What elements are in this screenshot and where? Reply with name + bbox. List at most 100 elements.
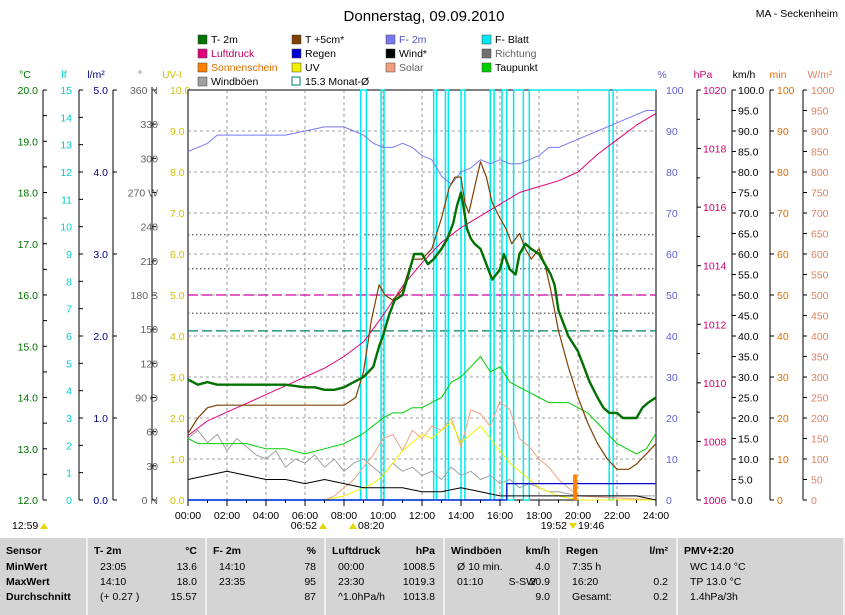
direction-axis-tick-label: 270 W [128, 188, 158, 200]
legend-label: F- Blatt [495, 34, 529, 46]
time-axis-tick-label: 22:00 [604, 510, 630, 522]
temp-axis-tick-label: 15.0 [18, 341, 39, 353]
sunshine-axis-tick-label: 0 [777, 495, 783, 507]
temp-axis-tick-label: 12.0 [18, 495, 39, 507]
stats-column-regen: Regen l/m² 7:35 h 16:20 0.2 Gesamt: 0.2 [560, 538, 678, 615]
solar-axis-tick-label: 100 [811, 454, 829, 466]
humidity-axis-tick-label: 10 [666, 454, 678, 466]
solar-axis-tick-label: 650 [811, 229, 829, 241]
legend-label: Regen [305, 48, 336, 60]
solar-axis-tick-label: 950 [811, 106, 829, 118]
stats-header: Luftdruck hPa [326, 544, 443, 559]
wind-axis-tick-label: 60.0 [738, 249, 759, 261]
stats-header-name: Regen [566, 545, 599, 557]
direction-axis-tick-label: 120 [140, 358, 158, 370]
stats-cell: 78 [304, 561, 316, 573]
stats-header-unit: % [306, 545, 316, 557]
stats-header-name: Sensor [6, 545, 42, 557]
sunshine-axis-tick-label: 90 [777, 126, 789, 138]
sunrise-time-a: 06:52 [291, 520, 317, 532]
sunrise-b-icon [349, 523, 357, 529]
stats-header-name: Luftdruck [332, 545, 381, 557]
time-axis-tick-label: 04:00 [253, 510, 279, 522]
humidity-axis-tick-label: 30 [666, 372, 678, 384]
sun-left-icon [40, 523, 48, 529]
stats-cell: Ø 10 min. [457, 561, 503, 573]
stats-header-unit: °C [185, 545, 197, 557]
wind-axis-tick-label: 95.0 [738, 106, 759, 118]
series-line-regen [188, 483, 656, 501]
sunshine-axis-tick-label: 40 [777, 331, 789, 343]
sunshine-axis-tick-label: 80 [777, 167, 789, 179]
stats-row: MaxWert [0, 575, 86, 590]
pressure-axis-tick-label: 1020 [703, 85, 727, 97]
humidity-axis-unit: % [657, 69, 666, 81]
leafwet-axis-unit: lf [61, 69, 66, 81]
stats-header-name: Windböen [451, 545, 502, 557]
wind-axis-tick-label: 50.0 [738, 290, 759, 302]
stats-cell: 23:05 [100, 561, 127, 573]
solar-axis-tick-label: 400 [811, 331, 829, 343]
chart-title: Donnerstag, 09.09.2010 [344, 8, 505, 25]
legend-label: Taupunkt [495, 62, 538, 74]
legend-label: T +5cm* [305, 34, 344, 46]
stats-cell: 1.4hPa/3h [690, 591, 738, 603]
series-line-wind [187, 470, 657, 501]
solar-axis-tick-label: 450 [811, 311, 829, 323]
temp-axis-tick-label: 16.0 [18, 290, 39, 302]
stats-cell: MaxWert [6, 576, 50, 588]
leafwet-axis-tick-label: 2 [66, 440, 72, 452]
stats-cell: (+ 0.27 ) [100, 591, 140, 603]
direction-axis-tick-label: 60 [146, 427, 158, 439]
stats-cell: 7:35 h [572, 561, 602, 573]
pressure-axis-tick-label: 1018 [703, 144, 727, 156]
temp-axis-tick-label: 18.0 [18, 188, 39, 200]
leafwet-axis-tick-label: 7 [66, 304, 72, 316]
stats-header-name: F- 2m [213, 545, 242, 557]
stats-header: PMV+2:20 [678, 544, 843, 559]
pressure-axis-unit: hPa [694, 69, 713, 81]
stats-row: 23:30 1019.3 [326, 575, 443, 590]
direction-axis-tick-label: 330 [140, 119, 158, 131]
stats-cell: 16:20 [572, 576, 599, 588]
rain-axis-tick-label: 3.0 [93, 249, 108, 261]
uv-axis-tick-label: 2.0 [170, 413, 185, 425]
stats-header: Windböen km/h [445, 544, 558, 559]
leafwet-axis-tick-label: 8 [66, 276, 72, 288]
temp-axis-tick-label: 20.0 [18, 85, 39, 97]
series-line-sonnenschein [573, 474, 577, 500]
direction-axis-tick-label: 240 [140, 222, 158, 234]
humidity-axis-tick-label: 70 [666, 208, 678, 220]
solar-axis-tick-label: 50 [811, 475, 823, 487]
stats-row: 23:35 95 [207, 575, 324, 590]
humidity-axis-tick-label: 80 [666, 167, 678, 179]
stats-header: F- 2m% [207, 544, 324, 559]
time-axis-tick-label: 12:00 [409, 510, 435, 522]
legend-swatch [481, 34, 492, 45]
wind-axis-tick-label: 15.0 [738, 434, 759, 446]
uv-axis-tick-label: 9.0 [170, 126, 185, 138]
left-axes: °C12.013.014.015.016.017.018.019.020.0lf… [18, 69, 191, 507]
stats-header-name: T- 2m [94, 545, 122, 557]
stats-cell: Durchschnitt [6, 591, 71, 603]
time-axis-tick-label: 06:00 [292, 510, 318, 522]
humidity-axis-tick-label: 0 [666, 495, 672, 507]
legend-swatch [385, 34, 396, 45]
stats-header: Regen l/m² [560, 544, 676, 559]
time-axis-tick-label: 08:00 [331, 510, 357, 522]
time-axis-tick-label: 02:00 [214, 510, 240, 522]
leafwet-axis-tick-label: 11 [61, 194, 72, 206]
stats-cell: 01:10 [457, 576, 484, 588]
solar-axis-tick-label: 250 [811, 393, 829, 405]
solar-axis-tick-label: 500 [811, 290, 829, 302]
solar-axis-unit: W/m² [807, 69, 833, 81]
solar-axis-tick-label: 900 [811, 126, 829, 138]
wind-axis-tick-label: 65.0 [738, 229, 759, 241]
stats-column-luftdruck: Luftdruck hPa 00:00 1008.5 23:30 1019.3 ^1.0hP… [326, 538, 445, 615]
stats-column-pmv-2-20: PMV+2:20 WC 14.0 °C TP 13.0 °C 1.4hPa/3h [678, 538, 845, 615]
stats-header: Sensor [0, 544, 86, 559]
sunset-time-b: 19:46 [578, 520, 604, 532]
wind-axis-tick-label: 70.0 [738, 208, 759, 220]
wind-axis-tick-label: 85.0 [738, 147, 759, 159]
